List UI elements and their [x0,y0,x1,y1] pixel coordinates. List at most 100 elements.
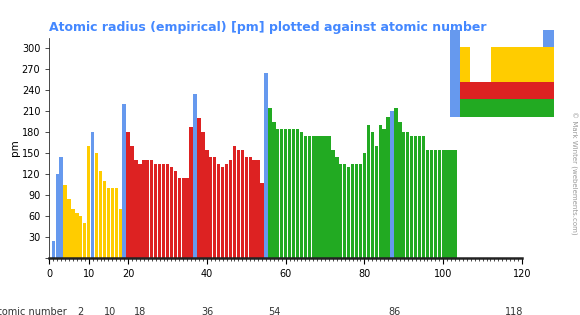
Bar [252,160,256,258]
Bar [217,164,220,258]
Y-axis label: pm: pm [10,140,20,157]
Bar [122,104,126,258]
Bar [491,65,502,82]
Bar [221,167,224,258]
Bar [280,129,284,258]
Bar [260,183,264,258]
Bar [533,65,543,82]
Bar [205,150,209,258]
Text: 86: 86 [389,307,401,315]
Bar [135,160,137,258]
Bar [502,47,512,65]
Bar [201,132,205,258]
Bar [470,99,481,117]
Bar [460,47,470,65]
Bar [115,188,118,258]
Bar [502,99,512,117]
Bar [375,146,378,258]
Bar [170,167,173,258]
Bar [245,157,248,258]
Bar [450,99,460,117]
Bar [386,117,390,258]
Bar [450,65,460,82]
Text: 2: 2 [77,307,83,315]
Bar [450,30,460,47]
Bar [264,73,267,258]
Bar [335,157,339,258]
Bar [422,136,425,258]
Bar [150,160,153,258]
Bar [430,150,433,258]
Bar [56,174,59,258]
Bar [406,132,409,258]
Bar [193,94,197,258]
Bar [481,99,491,117]
Bar [355,164,358,258]
Bar [248,157,252,258]
Bar [190,127,193,258]
Bar [320,136,323,258]
Bar [343,164,346,258]
Bar [111,188,114,258]
Bar [87,146,90,258]
Bar [402,132,405,258]
Bar [481,82,491,99]
Bar [543,99,554,117]
Bar [543,65,554,82]
Bar [523,82,533,99]
Bar [533,82,543,99]
Bar [523,99,533,117]
Bar [331,150,335,258]
Bar [502,65,512,82]
Bar [339,164,342,258]
Bar [130,146,134,258]
Bar [158,164,161,258]
Bar [296,129,299,258]
Bar [256,160,260,258]
Bar [324,136,327,258]
Bar [83,223,86,258]
Bar [445,150,449,258]
Bar [512,47,523,65]
Bar [197,118,201,258]
Bar [410,136,414,258]
Bar [491,47,502,65]
Bar [362,153,366,258]
Bar [379,125,382,258]
Bar [512,99,523,117]
Bar [450,47,460,65]
Bar [268,108,271,258]
Bar [292,129,295,258]
Bar [441,150,445,258]
Bar [371,132,374,258]
Bar [154,164,157,258]
Bar [512,65,523,82]
Bar [450,150,453,258]
Bar [543,47,554,65]
Bar [543,82,554,99]
Bar [460,65,470,82]
Bar [276,129,280,258]
Bar [304,136,307,258]
Bar [75,213,78,258]
Text: Atomic radius (empirical) [pm] plotted against atomic number: Atomic radius (empirical) [pm] plotted a… [49,21,487,34]
Bar [107,188,110,258]
Bar [394,108,398,258]
Bar [426,150,429,258]
Bar [182,178,185,258]
Bar [311,136,315,258]
Bar [103,181,106,258]
Bar [67,199,71,258]
Bar [307,136,311,258]
Bar [237,150,240,258]
Bar [347,167,350,258]
Bar [382,129,386,258]
Bar [390,111,394,258]
Text: 118: 118 [505,307,524,315]
Bar [434,150,437,258]
Bar [398,122,401,258]
Text: atomic number: atomic number [0,307,67,315]
Bar [138,164,142,258]
Bar [166,164,169,258]
Bar [491,82,502,99]
